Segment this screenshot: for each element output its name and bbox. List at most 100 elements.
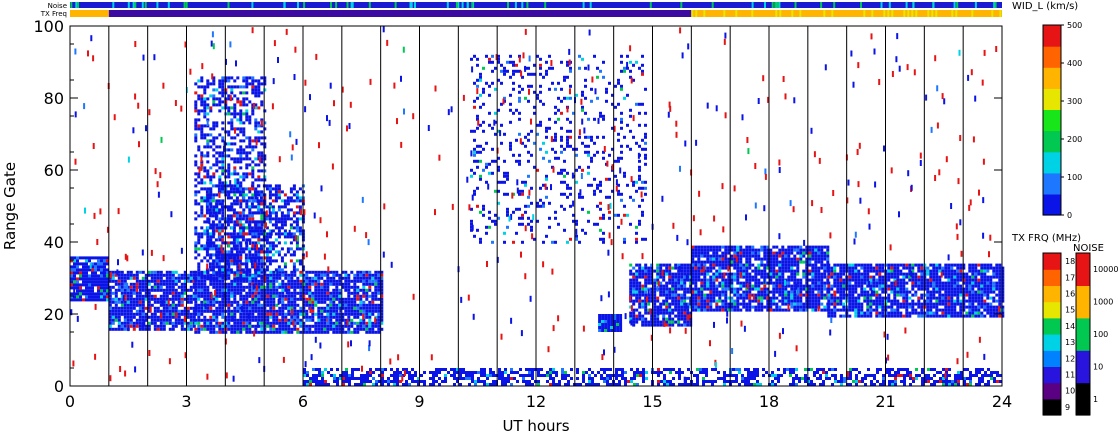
data-cell — [144, 324, 148, 328]
data-cell — [299, 291, 303, 295]
data-cell — [854, 305, 858, 309]
data-cell — [790, 272, 794, 276]
data-cell — [332, 309, 336, 313]
data-cell — [347, 285, 351, 289]
data-cell — [694, 284, 698, 288]
data-cell — [486, 383, 489, 386]
data-cell — [251, 324, 255, 328]
data-cell — [971, 311, 975, 315]
data-cell — [677, 311, 681, 315]
data-cell — [926, 311, 930, 315]
data-cell — [674, 302, 678, 306]
data-cell — [108, 297, 112, 301]
data-cell — [890, 314, 894, 318]
data-cell — [289, 241, 293, 245]
data-cell — [857, 272, 861, 276]
data-cell — [362, 327, 366, 331]
data-cell — [292, 226, 296, 230]
data-cell — [296, 285, 300, 289]
data-cell — [965, 281, 969, 285]
data-cell — [950, 272, 954, 276]
data-cell — [236, 288, 240, 292]
data-cell — [171, 291, 175, 295]
data-cell — [138, 270, 142, 274]
data-cell — [721, 254, 725, 258]
data-cell — [165, 279, 169, 283]
data-cell — [350, 303, 354, 307]
data-cell — [290, 297, 294, 301]
data-cell — [174, 309, 178, 313]
data-cell — [644, 302, 648, 306]
data-cell — [229, 220, 233, 224]
data-cell — [799, 260, 803, 264]
data-cell — [477, 371, 480, 374]
data-cell — [875, 278, 879, 282]
data-cell — [368, 312, 372, 316]
data-cell — [615, 383, 618, 386]
data-cell — [106, 289, 109, 293]
data-cell — [159, 273, 163, 277]
data-cell — [802, 308, 806, 312]
data-cell — [965, 275, 969, 279]
data-cell — [709, 284, 713, 288]
data-cell — [932, 269, 936, 273]
data-cell — [935, 266, 939, 270]
data-cell — [177, 315, 181, 319]
noise-tick — [794, 2, 797, 8]
data-cell — [787, 248, 791, 252]
data-cell — [268, 220, 272, 224]
data-cell — [120, 294, 124, 298]
data-cell — [787, 275, 791, 279]
data-cell — [341, 297, 345, 301]
data-cell — [760, 308, 764, 312]
data-cell — [150, 273, 154, 277]
data-cell — [277, 187, 281, 191]
data-cell — [615, 374, 618, 377]
data-cell — [632, 293, 636, 297]
data-cell — [528, 380, 531, 383]
data-cell — [938, 293, 942, 297]
data-cell — [766, 266, 770, 270]
data-cell — [694, 263, 698, 267]
data-cell — [842, 293, 846, 297]
data-cell — [709, 275, 713, 279]
data-cell — [715, 278, 719, 282]
data-cell — [706, 284, 710, 288]
data-cell — [293, 303, 297, 307]
data-cell — [263, 270, 267, 274]
data-cell — [863, 290, 867, 294]
data-cell — [320, 291, 324, 295]
data-cell — [995, 299, 999, 303]
data-cell — [248, 306, 252, 310]
data-cell — [781, 302, 785, 306]
data-cell — [659, 311, 663, 315]
data-cell — [802, 293, 806, 297]
data-cell — [694, 251, 698, 255]
data-cell — [444, 368, 447, 371]
data-cell — [790, 287, 794, 291]
data-cell — [287, 297, 291, 301]
data-cell — [180, 282, 184, 286]
data-cell — [269, 288, 273, 292]
data-cell — [263, 297, 267, 301]
data-cell — [329, 312, 333, 316]
data-cell — [872, 299, 876, 303]
data-cell — [338, 288, 342, 292]
data-cell — [281, 291, 285, 295]
data-cell — [833, 302, 837, 306]
data-cell — [111, 315, 115, 319]
data-cell — [995, 293, 999, 297]
data-cell — [248, 291, 252, 295]
data-cell — [162, 291, 166, 295]
data-cell — [796, 308, 800, 312]
data-cell — [908, 263, 912, 267]
data-cell — [390, 368, 393, 371]
data-cell — [290, 294, 294, 298]
data-cell — [341, 324, 345, 328]
data-cell — [1001, 293, 1005, 297]
data-cell — [700, 299, 704, 303]
data-cell — [896, 266, 900, 270]
data-cell — [766, 308, 770, 312]
data-cell — [117, 279, 121, 283]
data-cell — [183, 297, 187, 301]
